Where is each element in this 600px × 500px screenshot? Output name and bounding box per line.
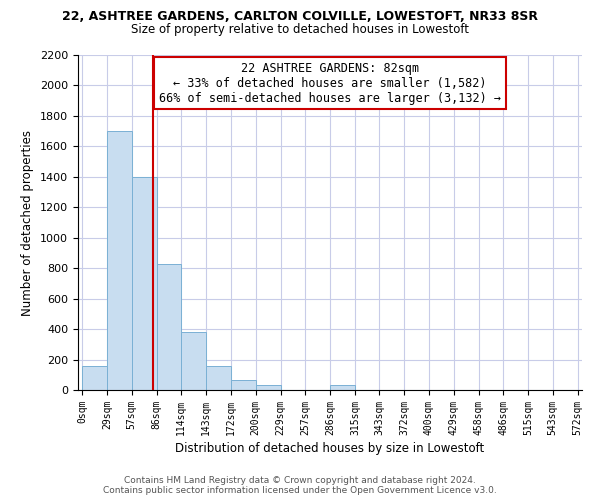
Text: Size of property relative to detached houses in Lowestoft: Size of property relative to detached ho… xyxy=(131,22,469,36)
Bar xyxy=(231,380,256,390)
Text: 22, ASHTREE GARDENS, CARLTON COLVILLE, LOWESTOFT, NR33 8SR: 22, ASHTREE GARDENS, CARLTON COLVILLE, L… xyxy=(62,10,538,23)
Bar xyxy=(82,366,107,390)
Text: Contains HM Land Registry data © Crown copyright and database right 2024.
Contai: Contains HM Land Registry data © Crown c… xyxy=(103,476,497,495)
Bar xyxy=(256,386,281,390)
Bar xyxy=(131,177,157,390)
Bar xyxy=(181,332,206,390)
Bar xyxy=(330,386,355,390)
Bar xyxy=(206,366,231,390)
Y-axis label: Number of detached properties: Number of detached properties xyxy=(22,130,34,316)
Bar xyxy=(107,131,131,390)
Text: 22 ASHTREE GARDENS: 82sqm
← 33% of detached houses are smaller (1,582)
66% of se: 22 ASHTREE GARDENS: 82sqm ← 33% of detac… xyxy=(159,62,501,104)
Bar xyxy=(157,264,181,390)
X-axis label: Distribution of detached houses by size in Lowestoft: Distribution of detached houses by size … xyxy=(175,442,485,455)
